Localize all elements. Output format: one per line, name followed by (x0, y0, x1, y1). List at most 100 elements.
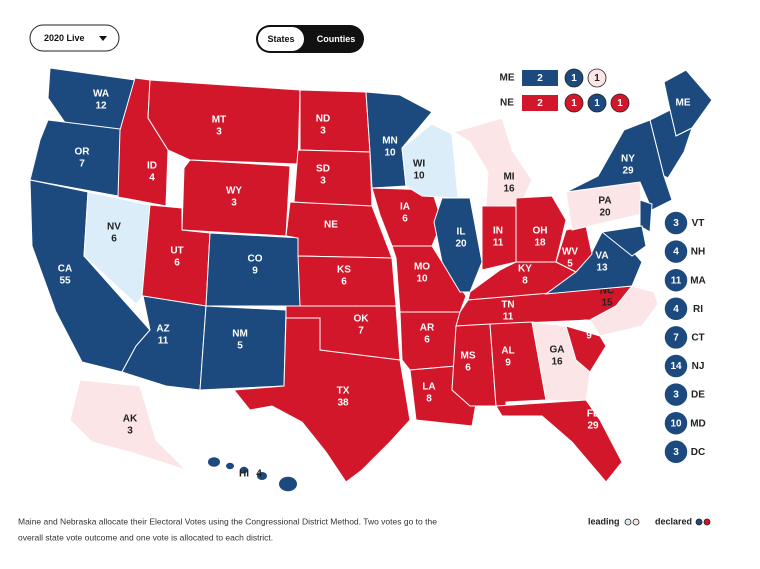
state-votes: 6 (174, 258, 180, 269)
state-votes: 3 (127, 426, 133, 437)
callout-votes: 4 (673, 247, 679, 258)
state-votes: 3 (320, 176, 326, 187)
callout-abbr: CT (691, 333, 704, 344)
district-votes: 1 (617, 98, 623, 109)
state-abbr: SC (582, 319, 596, 330)
split-abbr: ME (500, 73, 515, 84)
district-votes: 1 (571, 98, 577, 109)
at-large-box (522, 70, 558, 86)
state-votes: 16 (503, 184, 515, 195)
state-votes: 13 (596, 263, 608, 274)
state-abbr: TX (337, 386, 350, 397)
state-shape (649, 109, 693, 179)
state-votes: 9 (252, 266, 258, 277)
state-abbr: MI (503, 172, 514, 183)
district-votes: 1 (594, 98, 600, 109)
state-shape (433, 197, 483, 293)
callout-abbr: DE (691, 390, 705, 401)
district-votes: 1 (594, 73, 600, 84)
state-shape (299, 89, 371, 153)
state-abbr: ND (316, 114, 330, 125)
split-abbr: NE (500, 98, 514, 109)
legend-swatch (703, 518, 711, 526)
state-votes: 4 (149, 173, 155, 184)
state-callout (663, 296, 689, 322)
state-abbr: GA (550, 345, 565, 356)
state-abbr: NY (621, 154, 635, 165)
footnote-line: overall state vote outcome and one vote … (18, 532, 273, 542)
state-abbr: AZ (156, 324, 169, 335)
state-callout (663, 210, 689, 236)
state-abbr: WV (562, 247, 578, 258)
footnote-line: Maine and Nebraska allocate their Electo… (18, 516, 437, 526)
state-abbr: LA (422, 382, 435, 393)
state-callout (663, 324, 689, 351)
state-callout (663, 381, 689, 408)
state-shape (495, 399, 623, 483)
state-votes: 9 (586, 331, 592, 342)
state-votes: 7 (79, 159, 85, 170)
state-callout (663, 267, 689, 293)
state-abbr: NC (600, 286, 614, 297)
state-shape (555, 225, 593, 273)
state-votes: 10 (413, 171, 425, 182)
callout-abbr: MA (690, 275, 706, 286)
state-abbr: OH (533, 226, 548, 237)
callout-votes: 3 (673, 390, 679, 401)
district-circle (564, 68, 584, 88)
state-callout (663, 410, 689, 436)
legend-declared: declared (655, 516, 692, 526)
state-votes: 9 (505, 358, 511, 369)
toggle-active-pill[interactable] (258, 27, 304, 51)
district-circle (587, 93, 607, 113)
state-abbr: SD (316, 164, 330, 175)
state-shape (47, 67, 136, 131)
callout-abbr: NH (691, 247, 705, 258)
state-abbr: ID (147, 161, 157, 172)
state-abbr: AL (501, 346, 514, 357)
state-shape (226, 462, 234, 470)
state-abbr: IL (457, 227, 466, 238)
state-abbr: NE (324, 220, 338, 231)
state-votes: 7 (358, 326, 364, 337)
state-shape (600, 225, 647, 257)
state-votes: 6 (465, 363, 471, 374)
state-votes: 10 (384, 148, 396, 159)
callout-abbr: DC (691, 447, 705, 458)
state-abbr: WI (413, 159, 425, 170)
state-votes: 11 (158, 336, 169, 347)
state-votes: 29 (587, 421, 599, 432)
state-abbr: MO (414, 262, 430, 273)
state-shape (285, 201, 393, 259)
toggle-states[interactable]: States (267, 34, 294, 44)
state-abbr: ME (676, 98, 691, 109)
state-abbr: CA (58, 264, 72, 275)
state-shape (515, 195, 567, 263)
toggle-counties[interactable]: Counties (317, 34, 356, 44)
state-abbr: WY (226, 186, 242, 197)
state-abbr: HI (239, 469, 249, 480)
state-votes: 3 (216, 127, 222, 138)
year-dropdown[interactable] (29, 24, 120, 52)
state-abbr: TN (501, 300, 514, 311)
at-large-box (522, 95, 558, 111)
state-abbr: CO (248, 254, 263, 265)
state-abbr: OK (354, 314, 370, 325)
state-shape (199, 305, 287, 391)
state-votes: 8 (522, 276, 528, 287)
state-votes: 6 (424, 335, 430, 346)
state-votes: 38 (337, 398, 349, 409)
district-votes: 1 (571, 73, 577, 84)
state-abbr: VA (595, 251, 608, 262)
state-votes: 10 (416, 274, 428, 285)
legend-swatch (695, 518, 703, 526)
state-abbr: IN (493, 226, 503, 237)
at-large-votes: 2 (537, 73, 543, 84)
state-votes: 29 (622, 166, 634, 177)
state-abbr: UT (170, 246, 183, 257)
state-abbr: PA (598, 196, 611, 207)
state-shape (240, 466, 248, 474)
callout-abbr: MD (690, 418, 706, 429)
state-callout (663, 238, 689, 265)
state-abbr: FL (587, 409, 599, 420)
